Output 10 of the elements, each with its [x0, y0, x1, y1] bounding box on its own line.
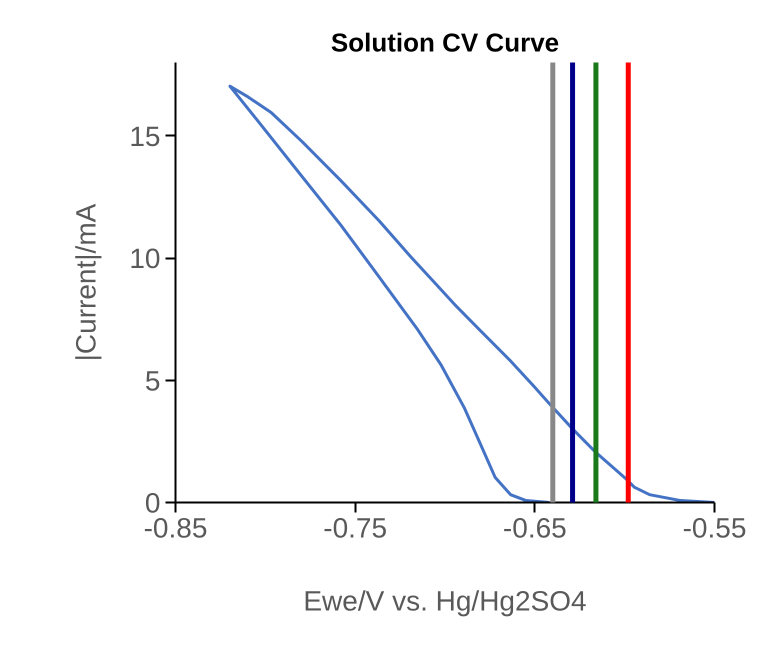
y-axis-title: |Current|/mA: [70, 203, 102, 362]
chart-title: Solution CV Curve: [330, 28, 560, 58]
y-tick-label: 15: [129, 120, 161, 152]
line-series: [228, 84, 714, 502]
x-tick-label: -0.75: [323, 512, 388, 544]
x-axis-title: Ewe/V vs. Hg/Hg2SO4: [303, 586, 587, 616]
x-tick-label: -0.65: [502, 512, 567, 544]
y-tick-label: 10: [129, 243, 161, 274]
y-tick-label: 5: [144, 365, 161, 396]
x-tick-label: -0.55: [682, 512, 746, 544]
